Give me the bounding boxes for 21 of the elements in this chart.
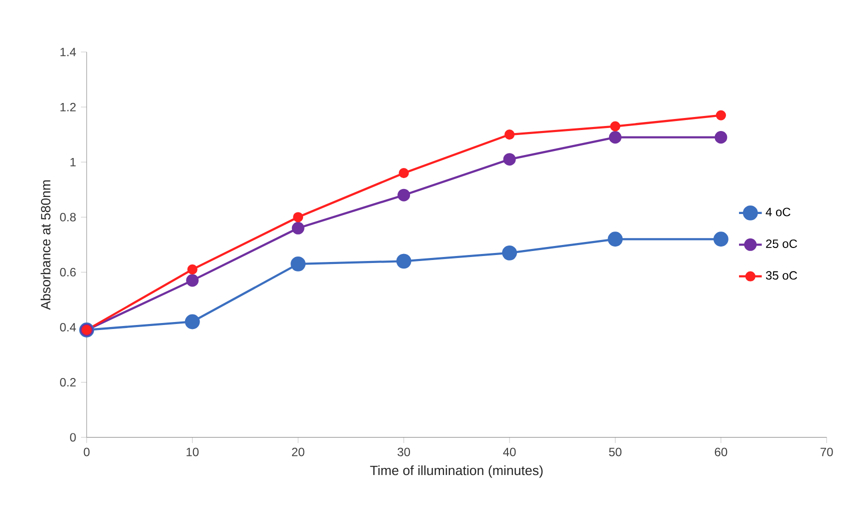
- x-tick-label: 10: [186, 448, 199, 456]
- x-tick-label: 60: [714, 448, 728, 456]
- legend-label: 25 oC: [766, 239, 798, 248]
- y-tick-label: 0: [70, 433, 76, 442]
- x-axis-title: Time of illumination (minutes): [370, 465, 543, 478]
- y-tick-label: 0.6: [60, 268, 76, 276]
- y-tick-label: 1.4: [60, 48, 76, 56]
- x-tick-label: 70: [820, 448, 833, 456]
- x-tick-label: 0: [84, 448, 90, 456]
- y-axis-title: Absorbance at 580nm: [40, 180, 50, 310]
- y-tick-label: 0.8: [60, 212, 76, 222]
- x-tick-label: 20: [292, 448, 304, 456]
- y-tick-label: 1: [70, 158, 76, 166]
- y-tick-label: 0.2: [60, 378, 76, 387]
- legend-label: 35 oC: [766, 271, 798, 280]
- y-tick-label: 1.2: [60, 102, 76, 112]
- x-tick-label: 50: [609, 448, 622, 456]
- x-tick-label: 30: [398, 448, 410, 456]
- y-tick-label: 0.4: [60, 322, 76, 332]
- x-tick-label: 40: [503, 448, 516, 456]
- legend-label: 4 oC: [766, 208, 790, 216]
